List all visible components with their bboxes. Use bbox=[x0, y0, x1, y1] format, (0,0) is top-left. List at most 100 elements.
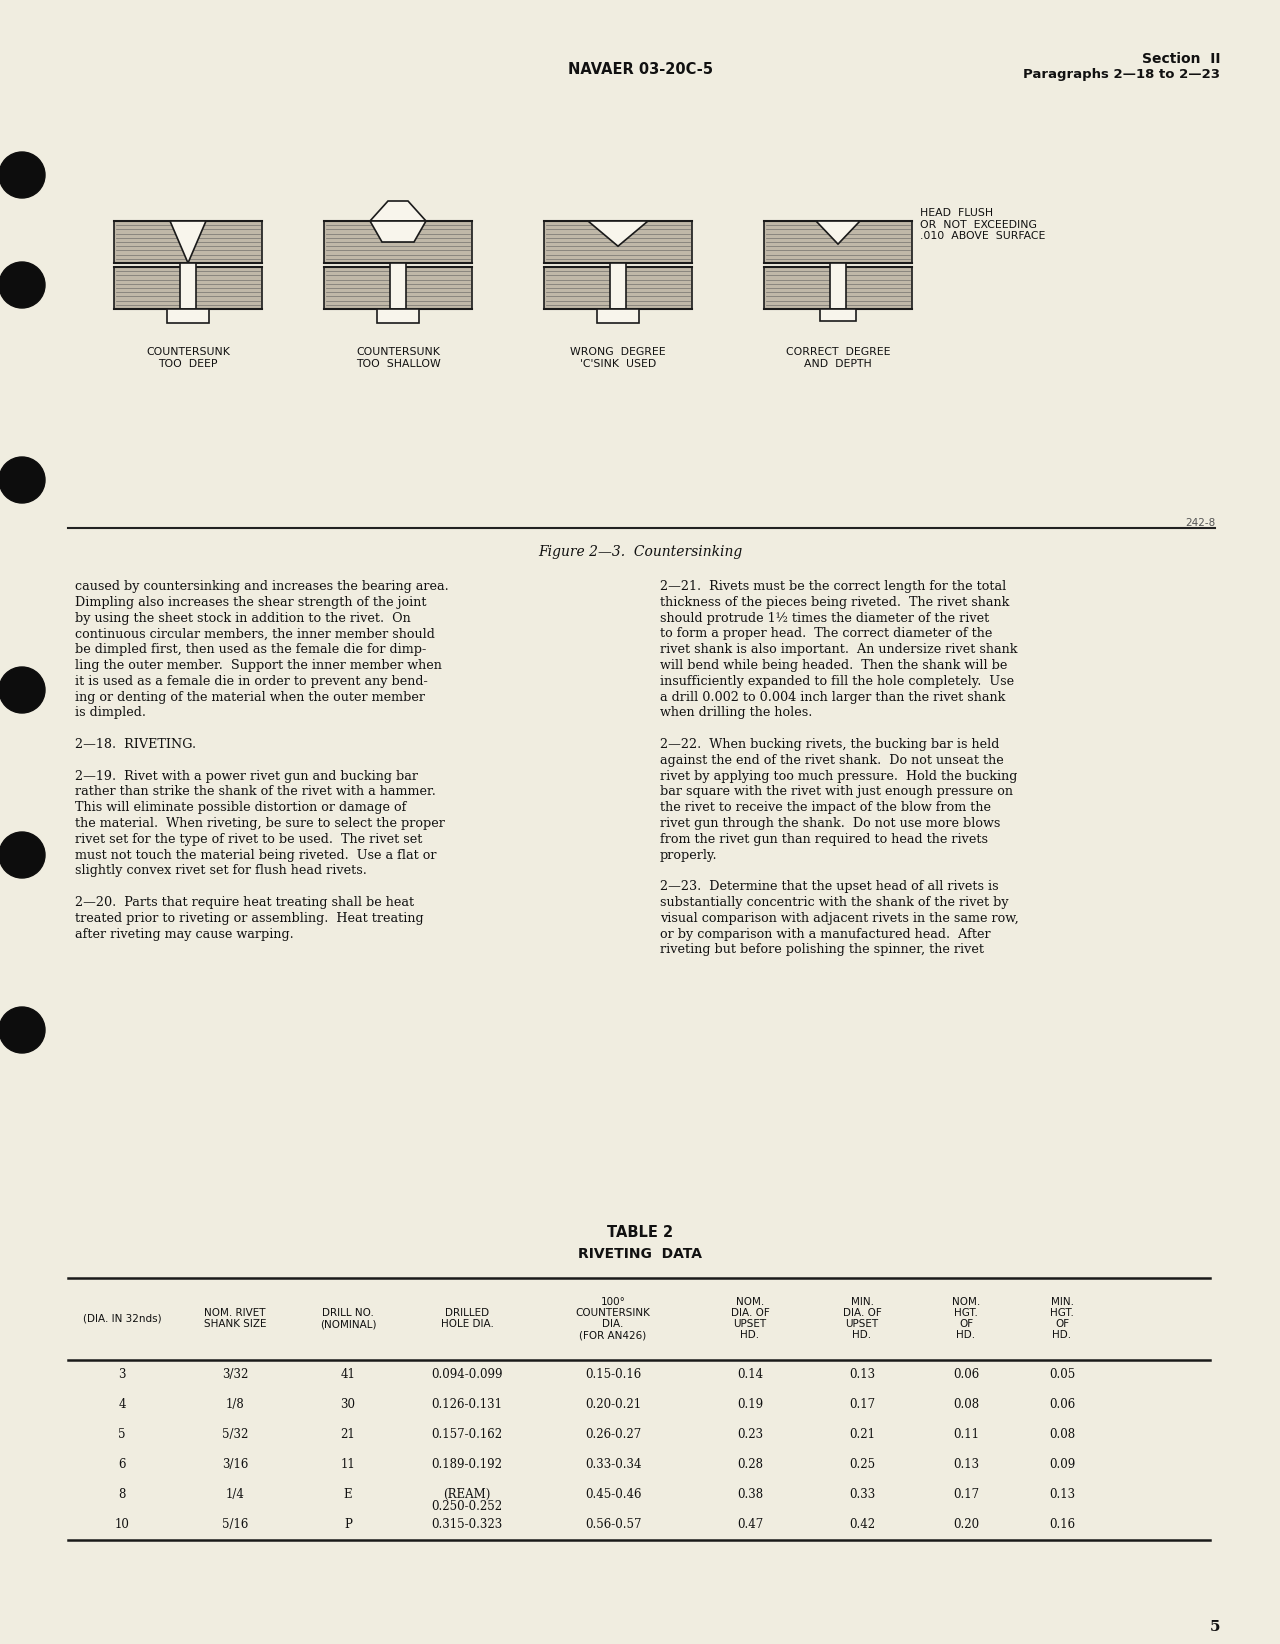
Text: after riveting may cause warping.: after riveting may cause warping. bbox=[76, 927, 293, 940]
Text: 0.17: 0.17 bbox=[849, 1397, 876, 1411]
Text: This will eliminate possible distortion or damage of: This will eliminate possible distortion … bbox=[76, 801, 406, 814]
Text: 5/32: 5/32 bbox=[221, 1429, 248, 1442]
Text: rivet shank is also important.  An undersize rivet shank: rivet shank is also important. An unders… bbox=[660, 643, 1018, 656]
Text: MIN.: MIN. bbox=[850, 1297, 873, 1307]
Text: continuous circular members, the inner member should: continuous circular members, the inner m… bbox=[76, 628, 435, 641]
Text: TABLE 2: TABLE 2 bbox=[607, 1225, 673, 1240]
Circle shape bbox=[0, 151, 45, 197]
Text: HGT.: HGT. bbox=[1050, 1309, 1074, 1318]
Text: 0.47: 0.47 bbox=[737, 1517, 763, 1531]
Text: 0.20-0.21: 0.20-0.21 bbox=[585, 1397, 641, 1411]
Circle shape bbox=[0, 667, 45, 713]
Text: against the end of the rivet shank.  Do not unseat the: against the end of the rivet shank. Do n… bbox=[660, 755, 1004, 766]
Bar bbox=[544, 266, 692, 309]
Text: 5: 5 bbox=[1210, 1619, 1220, 1634]
Bar bbox=[596, 309, 639, 322]
Text: 4: 4 bbox=[118, 1397, 125, 1411]
Text: 0.17: 0.17 bbox=[952, 1488, 979, 1501]
Text: or by comparison with a manufactured head.  After: or by comparison with a manufactured hea… bbox=[660, 927, 991, 940]
Text: E: E bbox=[344, 1488, 352, 1501]
Bar bbox=[764, 266, 911, 309]
Text: to form a proper head.  The correct diameter of the: to form a proper head. The correct diame… bbox=[660, 628, 992, 641]
Text: DRILLED: DRILLED bbox=[445, 1309, 489, 1318]
Text: COUNTERSUNK
TOO  SHALLOW: COUNTERSUNK TOO SHALLOW bbox=[356, 347, 440, 368]
Text: 41: 41 bbox=[340, 1368, 356, 1381]
Text: by using the sheet stock in addition to the rivet.  On: by using the sheet stock in addition to … bbox=[76, 612, 411, 625]
Text: 0.189-0.192: 0.189-0.192 bbox=[431, 1458, 503, 1471]
Text: rivet gun through the shank.  Do not use more blows: rivet gun through the shank. Do not use … bbox=[660, 817, 1001, 830]
Text: 0.250-0.252: 0.250-0.252 bbox=[431, 1499, 503, 1512]
Text: is dimpled.: is dimpled. bbox=[76, 707, 146, 720]
Text: Section  II: Section II bbox=[1142, 53, 1220, 66]
Text: 0.23: 0.23 bbox=[737, 1429, 763, 1442]
Text: 0.20: 0.20 bbox=[952, 1517, 979, 1531]
Text: UPSET: UPSET bbox=[845, 1318, 878, 1328]
Text: 3/16: 3/16 bbox=[221, 1458, 248, 1471]
Text: 0.126-0.131: 0.126-0.131 bbox=[431, 1397, 503, 1411]
Text: 0.21: 0.21 bbox=[849, 1429, 876, 1442]
Text: 2—20.  Parts that require heat treating shall be heat: 2—20. Parts that require heat treating s… bbox=[76, 896, 415, 909]
Text: must not touch the material being riveted.  Use a flat or: must not touch the material being rivete… bbox=[76, 848, 436, 861]
Text: 0.26-0.27: 0.26-0.27 bbox=[585, 1429, 641, 1442]
Text: 100°: 100° bbox=[600, 1297, 626, 1307]
Text: MIN.: MIN. bbox=[1051, 1297, 1074, 1307]
Text: bar square with the rivet with just enough pressure on: bar square with the rivet with just enou… bbox=[660, 786, 1012, 799]
Text: Paragraphs 2—18 to 2—23: Paragraphs 2—18 to 2—23 bbox=[1023, 67, 1220, 81]
Text: 0.157-0.162: 0.157-0.162 bbox=[431, 1429, 503, 1442]
Text: CORRECT  DEGREE
AND  DEPTH: CORRECT DEGREE AND DEPTH bbox=[786, 347, 891, 368]
Polygon shape bbox=[370, 201, 426, 220]
Text: (NOMINAL): (NOMINAL) bbox=[320, 1318, 376, 1328]
Text: from the rivet gun than required to head the rivets: from the rivet gun than required to head… bbox=[660, 834, 988, 845]
Text: will bend while being headed.  Then the shank will be: will bend while being headed. Then the s… bbox=[660, 659, 1007, 672]
Text: HD.: HD. bbox=[852, 1330, 872, 1340]
Text: 10: 10 bbox=[115, 1517, 129, 1531]
Text: 8: 8 bbox=[118, 1488, 125, 1501]
Text: HD.: HD. bbox=[956, 1330, 975, 1340]
Text: WRONG  DEGREE
'C'SINK  USED: WRONG DEGREE 'C'SINK USED bbox=[570, 347, 666, 368]
Text: 0.09: 0.09 bbox=[1048, 1458, 1075, 1471]
Text: 2—23.  Determine that the upset head of all rivets is: 2—23. Determine that the upset head of a… bbox=[660, 880, 998, 893]
Text: 0.094-0.099: 0.094-0.099 bbox=[431, 1368, 503, 1381]
Text: NOM. RIVET: NOM. RIVET bbox=[205, 1309, 266, 1318]
Bar bbox=[390, 263, 406, 309]
Text: NOM.: NOM. bbox=[736, 1297, 764, 1307]
Text: 1/8: 1/8 bbox=[225, 1397, 244, 1411]
Text: be dimpled first, then used as the female die for dimp-: be dimpled first, then used as the femal… bbox=[76, 643, 426, 656]
Circle shape bbox=[0, 1008, 45, 1054]
Text: 0.42: 0.42 bbox=[849, 1517, 876, 1531]
Bar bbox=[180, 263, 196, 309]
Text: (FOR AN426): (FOR AN426) bbox=[580, 1330, 646, 1340]
Text: a drill 0.002 to 0.004 inch larger than the rivet shank: a drill 0.002 to 0.004 inch larger than … bbox=[660, 690, 1005, 704]
Text: 3: 3 bbox=[118, 1368, 125, 1381]
Text: 5/16: 5/16 bbox=[221, 1517, 248, 1531]
Text: HGT.: HGT. bbox=[954, 1309, 978, 1318]
Text: DIA.: DIA. bbox=[603, 1318, 623, 1328]
Text: COUNTERSUNK
TOO  DEEP: COUNTERSUNK TOO DEEP bbox=[146, 347, 230, 368]
Text: rivet set for the type of rivet to be used.  The rivet set: rivet set for the type of rivet to be us… bbox=[76, 834, 422, 845]
Text: 0.13: 0.13 bbox=[1048, 1488, 1075, 1501]
Text: 2—18.  RIVETING.: 2—18. RIVETING. bbox=[76, 738, 196, 751]
Text: treated prior to riveting or assembling.  Heat treating: treated prior to riveting or assembling.… bbox=[76, 912, 424, 926]
Text: 3/32: 3/32 bbox=[221, 1368, 248, 1381]
Text: 0.45-0.46: 0.45-0.46 bbox=[585, 1488, 641, 1501]
Text: 0.08: 0.08 bbox=[1048, 1429, 1075, 1442]
Text: 242-8: 242-8 bbox=[1185, 518, 1215, 528]
Text: substantially concentric with the shank of the rivet by: substantially concentric with the shank … bbox=[660, 896, 1009, 909]
Text: (REAM): (REAM) bbox=[443, 1488, 490, 1501]
Text: 1/4: 1/4 bbox=[225, 1488, 244, 1501]
Bar bbox=[764, 220, 911, 263]
Text: rivet by applying too much pressure.  Hold the bucking: rivet by applying too much pressure. Hol… bbox=[660, 769, 1018, 783]
Text: rather than strike the shank of the rivet with a hammer.: rather than strike the shank of the rive… bbox=[76, 786, 436, 799]
Text: OF: OF bbox=[1055, 1318, 1069, 1328]
Text: 2—19.  Rivet with a power rivet gun and bucking bar: 2—19. Rivet with a power rivet gun and b… bbox=[76, 769, 419, 783]
Text: OF: OF bbox=[959, 1318, 973, 1328]
Circle shape bbox=[0, 457, 45, 503]
Bar bbox=[114, 220, 262, 263]
Text: ling the outer member.  Support the inner member when: ling the outer member. Support the inner… bbox=[76, 659, 442, 672]
Text: slightly convex rivet set for flush head rivets.: slightly convex rivet set for flush head… bbox=[76, 865, 367, 878]
Text: riveting but before polishing the spinner, the rivet: riveting but before polishing the spinne… bbox=[660, 944, 984, 957]
Text: visual comparison with adjacent rivets in the same row,: visual comparison with adjacent rivets i… bbox=[660, 912, 1019, 926]
Text: P: P bbox=[344, 1517, 352, 1531]
Text: 0.11: 0.11 bbox=[954, 1429, 979, 1442]
Text: 0.315-0.323: 0.315-0.323 bbox=[431, 1517, 503, 1531]
